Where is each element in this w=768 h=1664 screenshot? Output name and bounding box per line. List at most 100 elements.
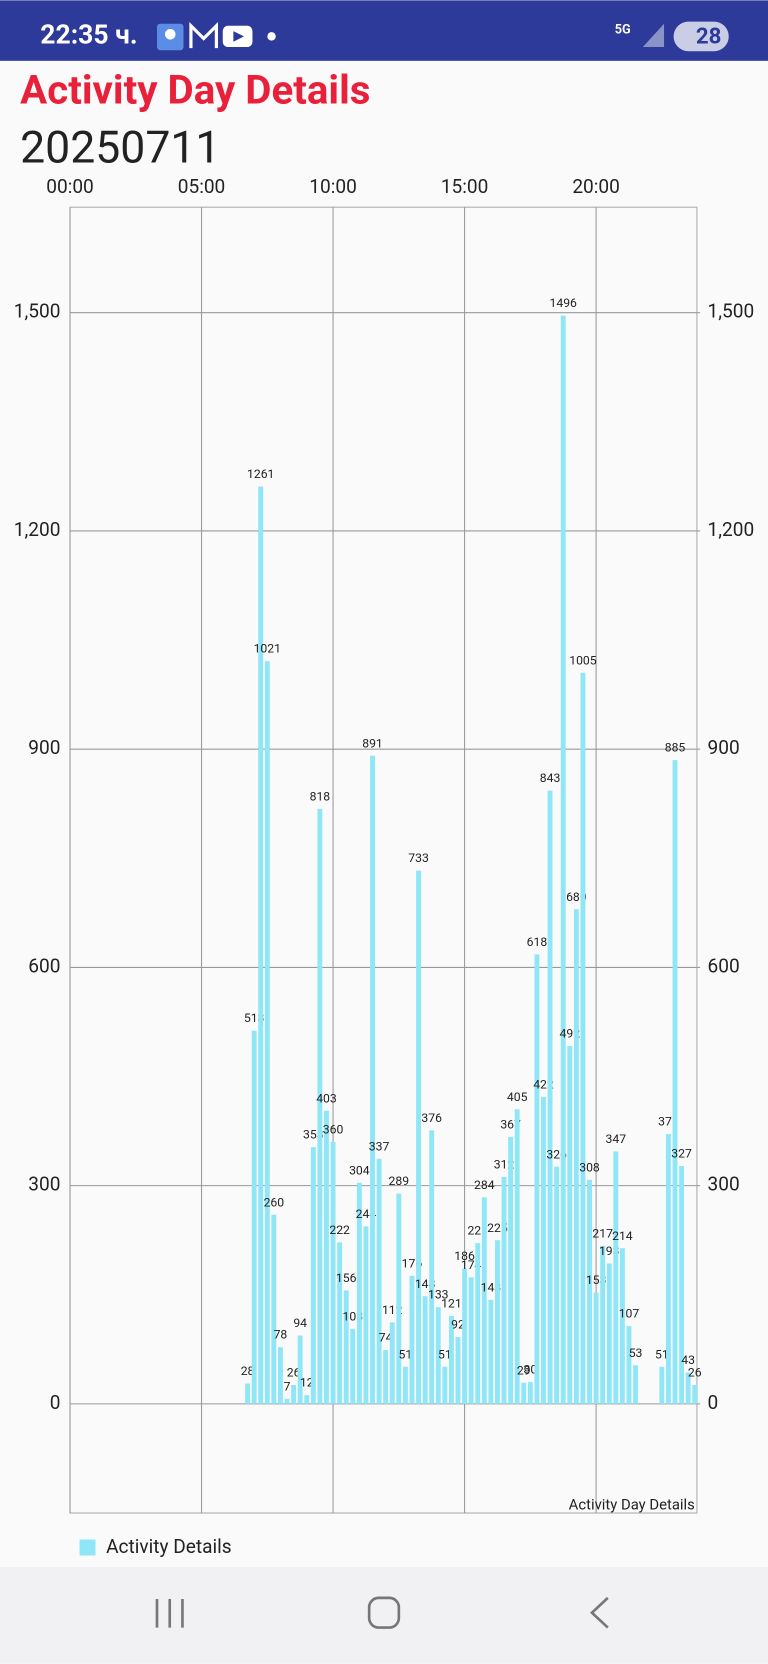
data-label: 29 xyxy=(517,1363,531,1377)
data-label: 156 xyxy=(336,1271,357,1285)
bar xyxy=(429,1130,435,1404)
bar xyxy=(376,1158,382,1404)
legend-swatch xyxy=(79,1539,96,1556)
data-label: 43 xyxy=(681,1353,695,1367)
data-label: 327 xyxy=(671,1147,692,1161)
data-label: 51 xyxy=(655,1347,669,1361)
y-tick-label: 300 xyxy=(28,1173,60,1196)
bar xyxy=(389,1322,395,1404)
bar xyxy=(343,1290,349,1404)
bar xyxy=(567,1045,573,1404)
x-tick-label: 00:00 xyxy=(46,175,94,198)
data-label: 94 xyxy=(293,1316,307,1330)
bar xyxy=(554,1166,560,1404)
data-label: 405 xyxy=(507,1090,528,1104)
bar xyxy=(330,1142,336,1404)
data-label: 891 xyxy=(362,736,383,750)
data-label: 337 xyxy=(369,1139,390,1153)
bar xyxy=(501,1176,507,1404)
bar xyxy=(297,1335,303,1404)
data-label: 217 xyxy=(592,1227,613,1241)
bar xyxy=(534,954,540,1404)
data-label: 12 xyxy=(300,1376,314,1390)
x-tick-label: 15:00 xyxy=(441,175,489,198)
bar xyxy=(402,1366,408,1404)
data-label: 1021 xyxy=(254,642,281,656)
bar xyxy=(291,1384,297,1404)
bar xyxy=(251,1030,257,1404)
bar xyxy=(455,1336,461,1404)
bar xyxy=(606,1263,612,1404)
bar xyxy=(619,1248,625,1404)
data-label: 260 xyxy=(264,1195,285,1209)
page-title: Activity Day Details xyxy=(20,66,370,113)
bar xyxy=(593,1292,599,1404)
y-tick-label: 0 xyxy=(50,1391,61,1414)
data-label: 376 xyxy=(421,1111,442,1125)
bar xyxy=(462,1268,468,1404)
bar xyxy=(383,1350,389,1404)
bar xyxy=(600,1246,606,1404)
legend-label: Activity Details xyxy=(106,1535,232,1558)
mail-icon xyxy=(189,21,218,49)
bar xyxy=(488,1299,494,1404)
data-label: 74 xyxy=(379,1331,393,1345)
bar xyxy=(626,1326,632,1404)
data-label: 360 xyxy=(323,1123,344,1137)
nav-back[interactable] xyxy=(589,1596,609,1629)
bar xyxy=(350,1328,356,1404)
x-tick-label: 10:00 xyxy=(309,175,357,198)
status-bar xyxy=(0,0,768,61)
data-label: 7 xyxy=(284,1379,291,1393)
bar xyxy=(541,1096,546,1404)
data-label: 121 xyxy=(441,1296,462,1310)
data-label: 1496 xyxy=(550,296,578,310)
bar xyxy=(560,315,566,1404)
data-label: 26 xyxy=(287,1366,301,1380)
bar xyxy=(310,1147,316,1404)
bar xyxy=(435,1307,441,1404)
y2-tick-label: 300 xyxy=(708,1173,740,1196)
status-time: 22:35 ч. xyxy=(40,19,137,50)
bar xyxy=(665,1134,671,1404)
battery-level: 28 xyxy=(696,23,722,49)
data-label: 51 xyxy=(438,1347,452,1361)
data-label: 28 xyxy=(241,1364,255,1378)
battery-icon xyxy=(673,21,729,52)
data-label: 26 xyxy=(688,1366,702,1380)
y-tick-label: 600 xyxy=(28,954,60,977)
nav-bar xyxy=(0,1567,768,1664)
bar xyxy=(521,1382,527,1404)
bar xyxy=(613,1151,619,1404)
data-label: 133 xyxy=(428,1288,449,1302)
bar xyxy=(587,1179,592,1404)
nav-home[interactable] xyxy=(367,1596,401,1629)
bar xyxy=(396,1193,402,1404)
bar xyxy=(264,661,270,1404)
bar xyxy=(448,1315,454,1404)
data-label: 1261 xyxy=(247,467,274,481)
bar xyxy=(659,1366,665,1404)
youtube-glyph xyxy=(233,31,244,42)
bar xyxy=(370,755,375,1404)
data-label: 186 xyxy=(454,1249,475,1263)
data-label: 284 xyxy=(474,1178,495,1192)
bar xyxy=(685,1372,691,1404)
bar xyxy=(672,760,678,1404)
bar xyxy=(633,1365,638,1404)
network-label: 5G xyxy=(615,22,631,37)
x-tick-label: 05:00 xyxy=(178,175,226,198)
bar xyxy=(284,1398,290,1404)
data-label: 308 xyxy=(579,1160,600,1174)
y-tick-label: 1,200 xyxy=(14,518,61,541)
nav-recents[interactable] xyxy=(155,1598,184,1628)
bar xyxy=(258,486,264,1404)
data-label: 403 xyxy=(316,1091,337,1105)
bar xyxy=(245,1383,251,1404)
bar xyxy=(409,1275,415,1404)
data-label: 222 xyxy=(329,1223,350,1237)
data-label: 107 xyxy=(619,1307,640,1321)
bar xyxy=(692,1384,698,1404)
bar xyxy=(679,1166,685,1404)
